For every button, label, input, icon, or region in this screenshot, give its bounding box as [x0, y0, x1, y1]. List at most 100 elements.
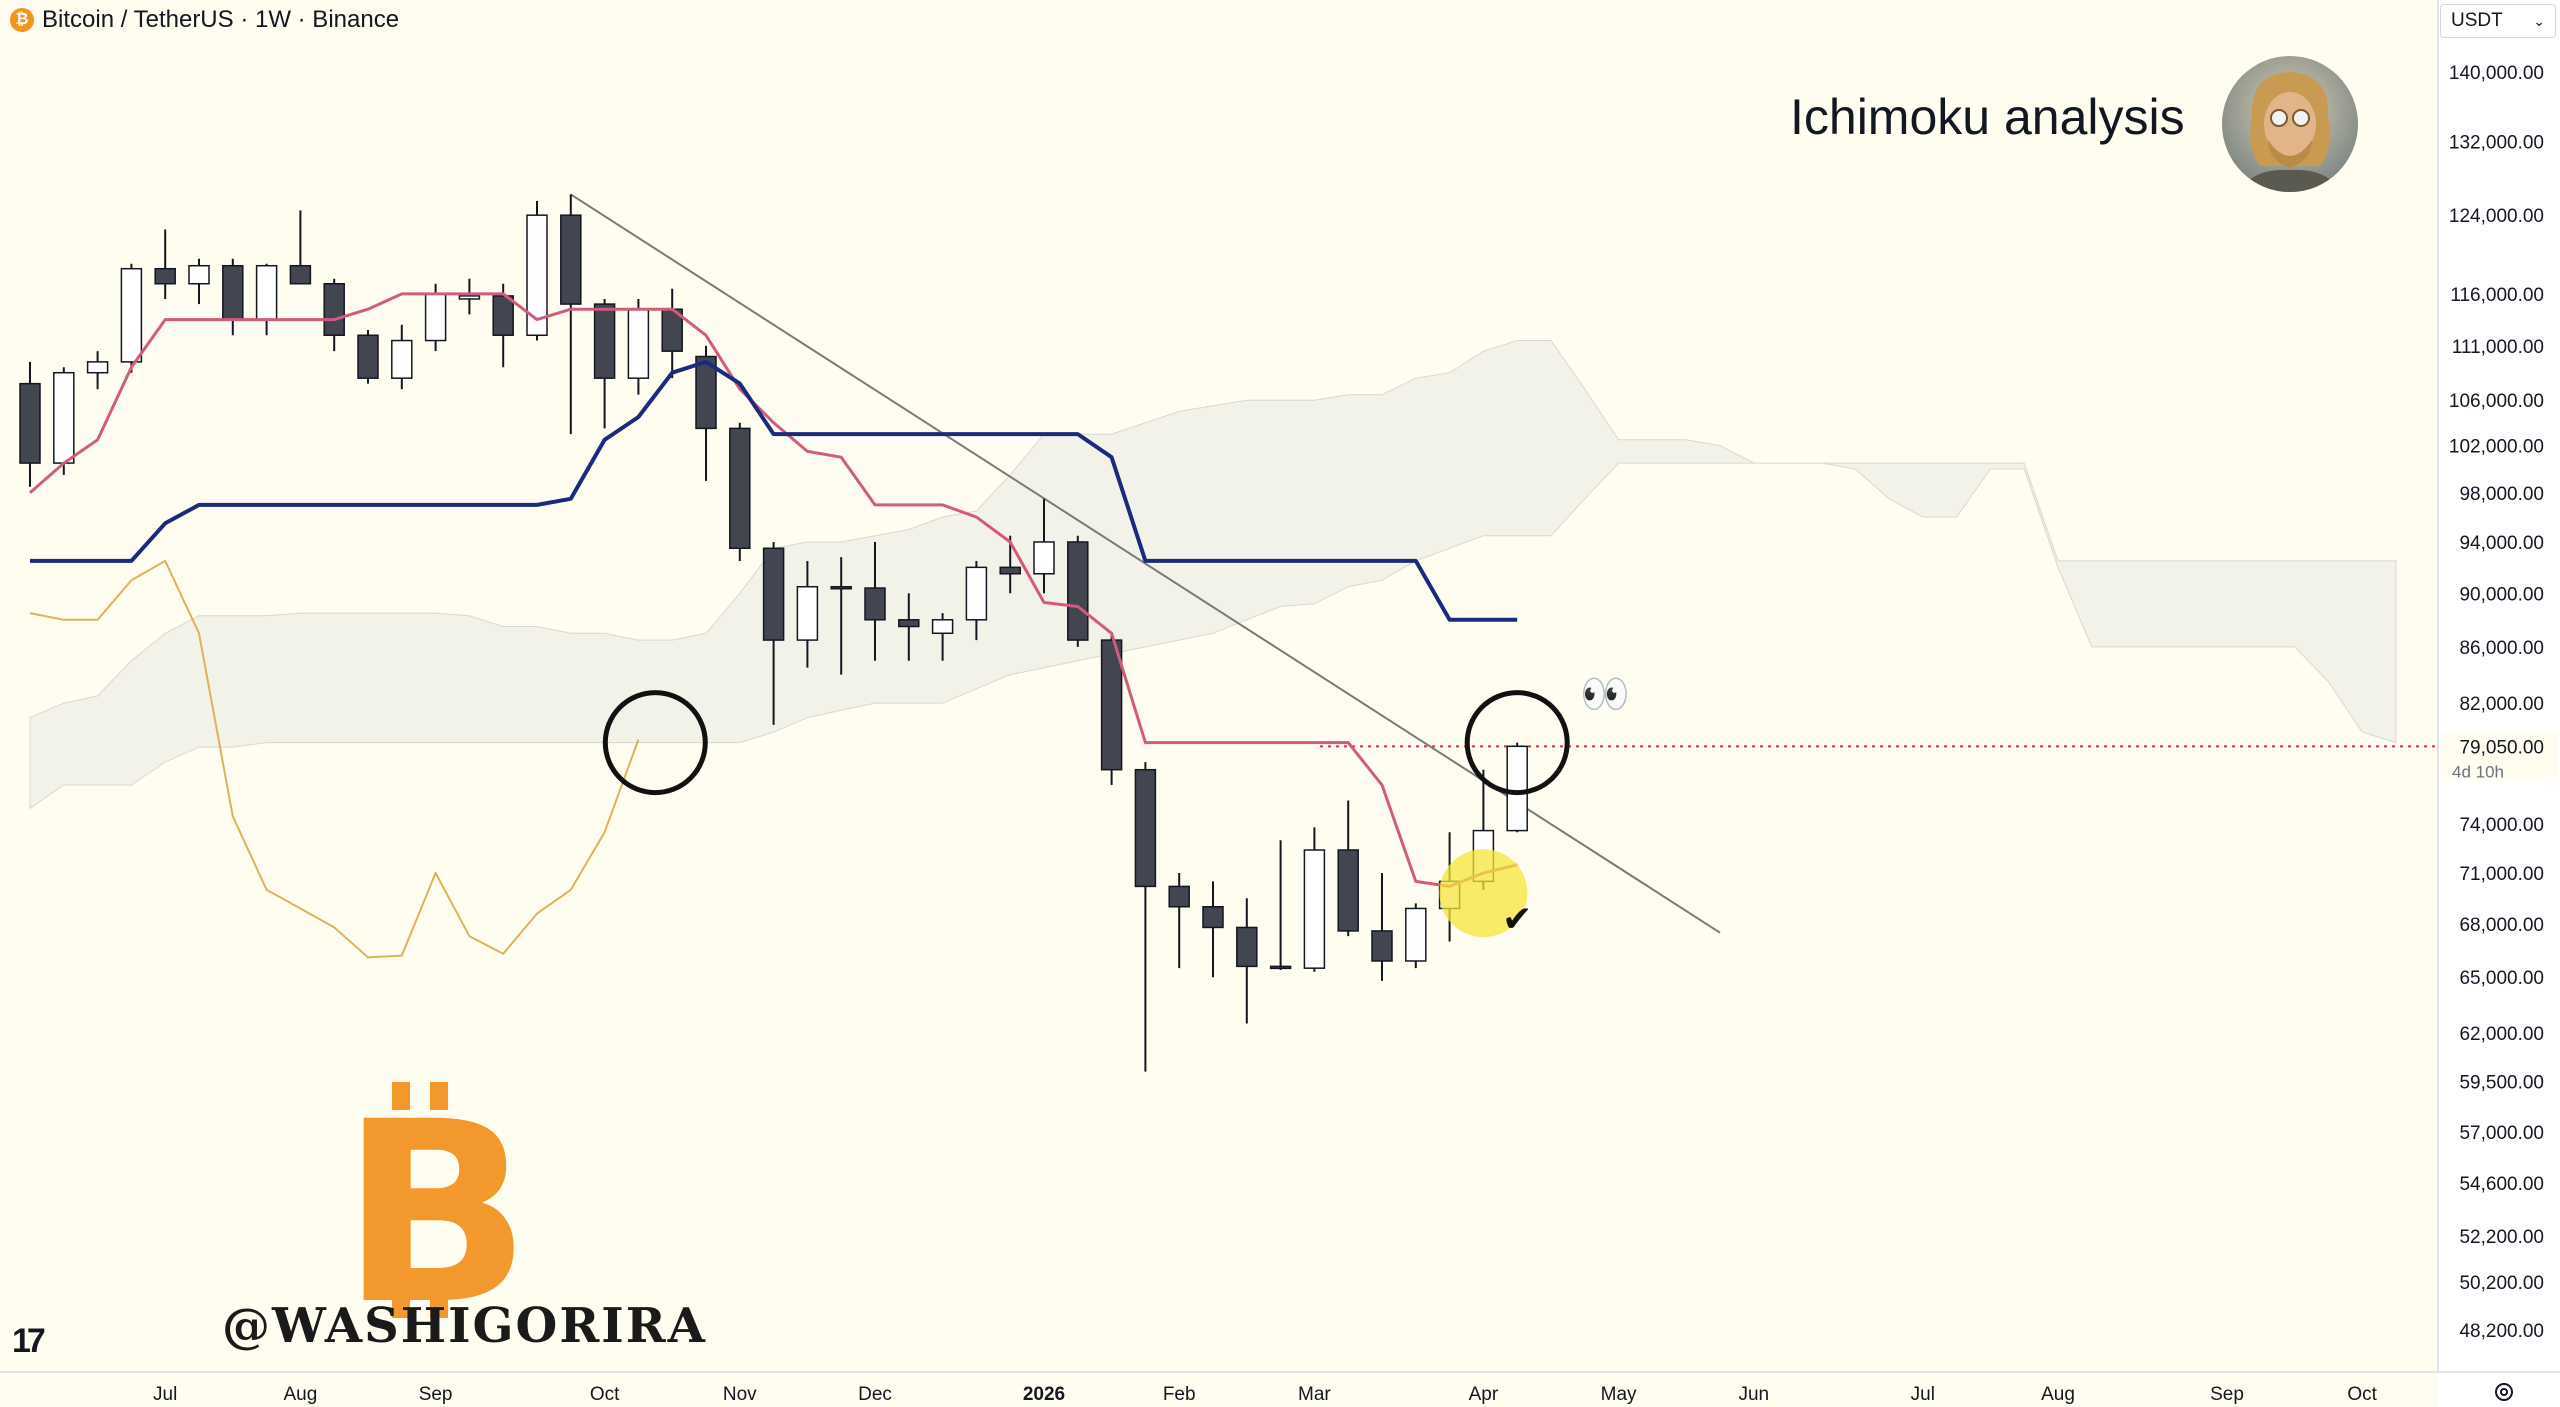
bitcoin-coin-icon: ₿: [10, 8, 34, 32]
candle: [1067, 535, 1089, 647]
y-tick-label: 54,600.00: [2459, 1174, 2544, 1195]
candle-body: [357, 334, 379, 379]
candle-body: [965, 566, 988, 621]
y-tick-label: 98,000.00: [2459, 484, 2544, 505]
candle-body: [526, 214, 548, 337]
candle-body: [53, 371, 75, 464]
candle-body: [1506, 745, 1528, 832]
candle: [560, 194, 582, 435]
chevron-down-icon: ⌄: [2533, 12, 2545, 29]
author-avatar: [2222, 56, 2358, 192]
currency-select[interactable]: USDT ⌄: [2440, 4, 2556, 38]
currency-value: USDT: [2451, 10, 2503, 31]
candle-body: [627, 308, 650, 379]
candle: [1506, 742, 1528, 833]
candle-body: [1269, 965, 1292, 970]
bitcoin-logo-tick-bottom: [430, 1290, 448, 1318]
candle-body: [391, 339, 413, 379]
candle: [1168, 873, 1190, 969]
candle-body: [1067, 541, 1089, 641]
y-tick-label: 59,500.00: [2459, 1073, 2544, 1094]
candle-body: [1100, 639, 1123, 771]
candle-body: [86, 361, 109, 374]
y-tick-label: 50,200.00: [2459, 1273, 2544, 1294]
candle: [796, 560, 819, 668]
candle-body: [593, 303, 616, 379]
candle-body: [1033, 541, 1055, 575]
candle-body: [289, 264, 312, 285]
y-tick-label: 62,000.00: [2459, 1024, 2544, 1045]
candle-body: [1303, 849, 1326, 969]
x-tick-label: Sep: [419, 1384, 453, 1405]
candle: [19, 361, 41, 487]
y-tick-label: 82,000.00: [2459, 694, 2544, 715]
tradingview-logo[interactable]: 17: [12, 1322, 46, 1360]
kijun-sen-line: [30, 359, 1518, 622]
x-tick-label: Jul: [1911, 1384, 1935, 1405]
candle-body: [898, 619, 920, 628]
analysis-title: Ichimoku analysis: [1790, 89, 2185, 145]
candle: [391, 324, 413, 390]
candle: [1303, 827, 1326, 972]
candle-body: [1405, 907, 1427, 962]
x-tick-label: Apr: [1469, 1384, 1499, 1405]
price-kumo-test-circle: [1464, 690, 1570, 796]
y-tick-label: 90,000.00: [2459, 584, 2544, 605]
x-tick-label: 2026: [1023, 1384, 1065, 1405]
candle: [289, 210, 312, 285]
bitcoin-logo-tick-top: [430, 1082, 448, 1110]
bitcoin-logo-tick-bottom: [392, 1290, 410, 1318]
candle-body: [695, 355, 717, 430]
x-tick-label: Jul: [153, 1384, 177, 1405]
bitcoin-logo-tick-top: [392, 1082, 410, 1110]
candle: [864, 541, 886, 661]
chart-header: ₿ Bitcoin / TetherUS · 1W · Binance: [10, 4, 399, 36]
candle-body: [492, 295, 514, 337]
chikou-span-line: [29, 559, 640, 959]
candle: [357, 330, 379, 384]
candle: [458, 278, 481, 315]
candle-body: [1236, 926, 1258, 968]
candle-body: [1202, 906, 1224, 929]
candle: [762, 541, 785, 725]
candle-body: [999, 566, 1021, 575]
current-price-tag: [2440, 732, 2558, 781]
candle-body: [323, 282, 345, 337]
candle-body: [560, 214, 582, 305]
y-tick-label: 68,000.00: [2459, 915, 2544, 936]
candle: [323, 278, 345, 352]
candle-body: [1134, 768, 1157, 888]
chikou-cloud-test-circle: [602, 690, 708, 796]
x-tick-label: May: [1601, 1384, 1637, 1405]
y-tick-label: 140,000.00: [2449, 63, 2544, 84]
candle: [222, 258, 244, 336]
candle-body: [458, 295, 481, 300]
y-tick-label: 71,000.00: [2459, 864, 2544, 885]
y-tick-label: 132,000.00: [2449, 132, 2544, 153]
y-tick-label: 94,000.00: [2459, 533, 2544, 554]
candle: [1033, 498, 1055, 594]
x-tick-label: Feb: [1163, 1384, 1196, 1405]
candle: [1134, 762, 1157, 1072]
candle: [1337, 800, 1359, 937]
y-tick-label: 116,000.00: [2450, 285, 2544, 306]
candle-body: [1168, 885, 1190, 908]
price-axis-panel: [2438, 0, 2560, 1407]
x-tick-label: Dec: [858, 1384, 892, 1405]
y-tick-label: 52,200.00: [2459, 1227, 2544, 1248]
symbol-title[interactable]: Bitcoin / TetherUS · 1W · Binance: [42, 6, 400, 33]
candle-body: [19, 382, 41, 464]
ichimoku-cloud: [29, 340, 2397, 810]
gear-icon[interactable]: [2492, 1380, 2516, 1404]
candle-body: [188, 264, 210, 285]
candle: [1405, 903, 1427, 969]
candle-body: [424, 293, 447, 342]
x-tick-label: Aug: [283, 1384, 317, 1405]
x-tick-label: Sep: [2210, 1384, 2244, 1405]
candle: [695, 345, 717, 481]
y-tick-label: 74,000.00: [2459, 815, 2544, 836]
tenkan-support-highlight: [1439, 849, 1528, 938]
y-tick-label: 65,000.00: [2459, 968, 2544, 989]
candle-body: [255, 264, 278, 321]
